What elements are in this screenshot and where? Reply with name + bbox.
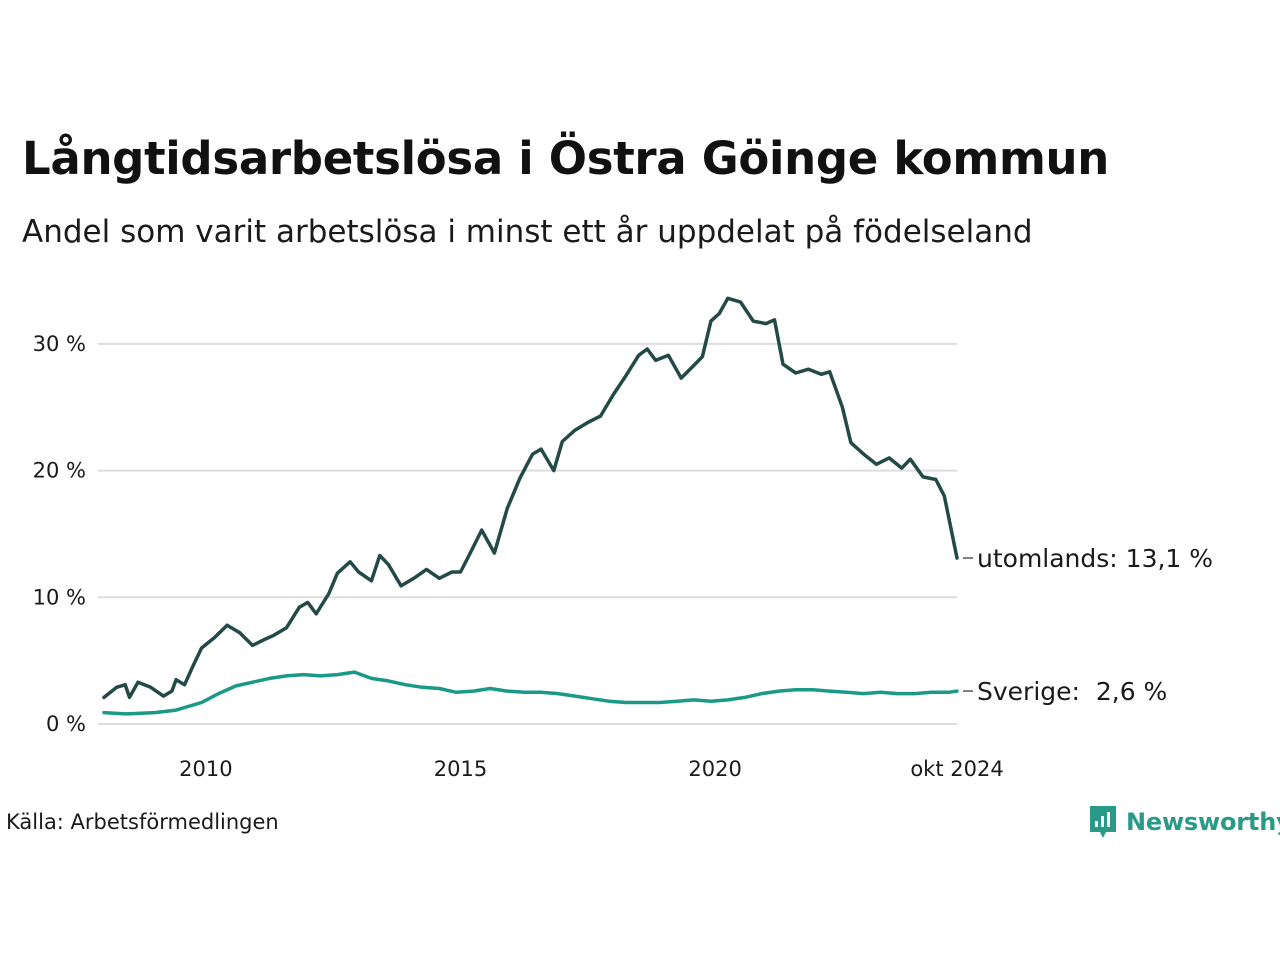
source-note: Källa: Arbetsförmedlingen: [6, 810, 279, 834]
x-tick-label: 2015: [434, 757, 487, 781]
chart-title: Långtidsarbetslösa i Östra Göinge kommun: [22, 132, 1110, 185]
chart-subtitle: Andel som varit arbetslösa i minst ett å…: [22, 214, 1033, 250]
series-line-utomlands: [102, 296, 959, 700]
y-tick-label: 30 %: [33, 332, 86, 356]
brand-name: Newsworthy: [1126, 808, 1280, 836]
x-tick-label: 2020: [688, 757, 741, 781]
brand-logo: Newsworthy: [1088, 804, 1280, 840]
end-label-utomlands: utomlands: 13,1 %: [977, 544, 1213, 573]
y-tick-label: 20 %: [33, 459, 86, 483]
newsworthy-logo-icon: [1090, 806, 1116, 838]
y-tick-label: 0 %: [46, 712, 86, 736]
series-line-sverige: [102, 670, 959, 716]
x-tick-label: 2010: [179, 757, 232, 781]
end-label-sverige: Sverige: 2,6 %: [977, 677, 1167, 706]
y-tick-label: 10 %: [33, 585, 86, 609]
x-tick-label: okt 2024: [910, 757, 1003, 781]
